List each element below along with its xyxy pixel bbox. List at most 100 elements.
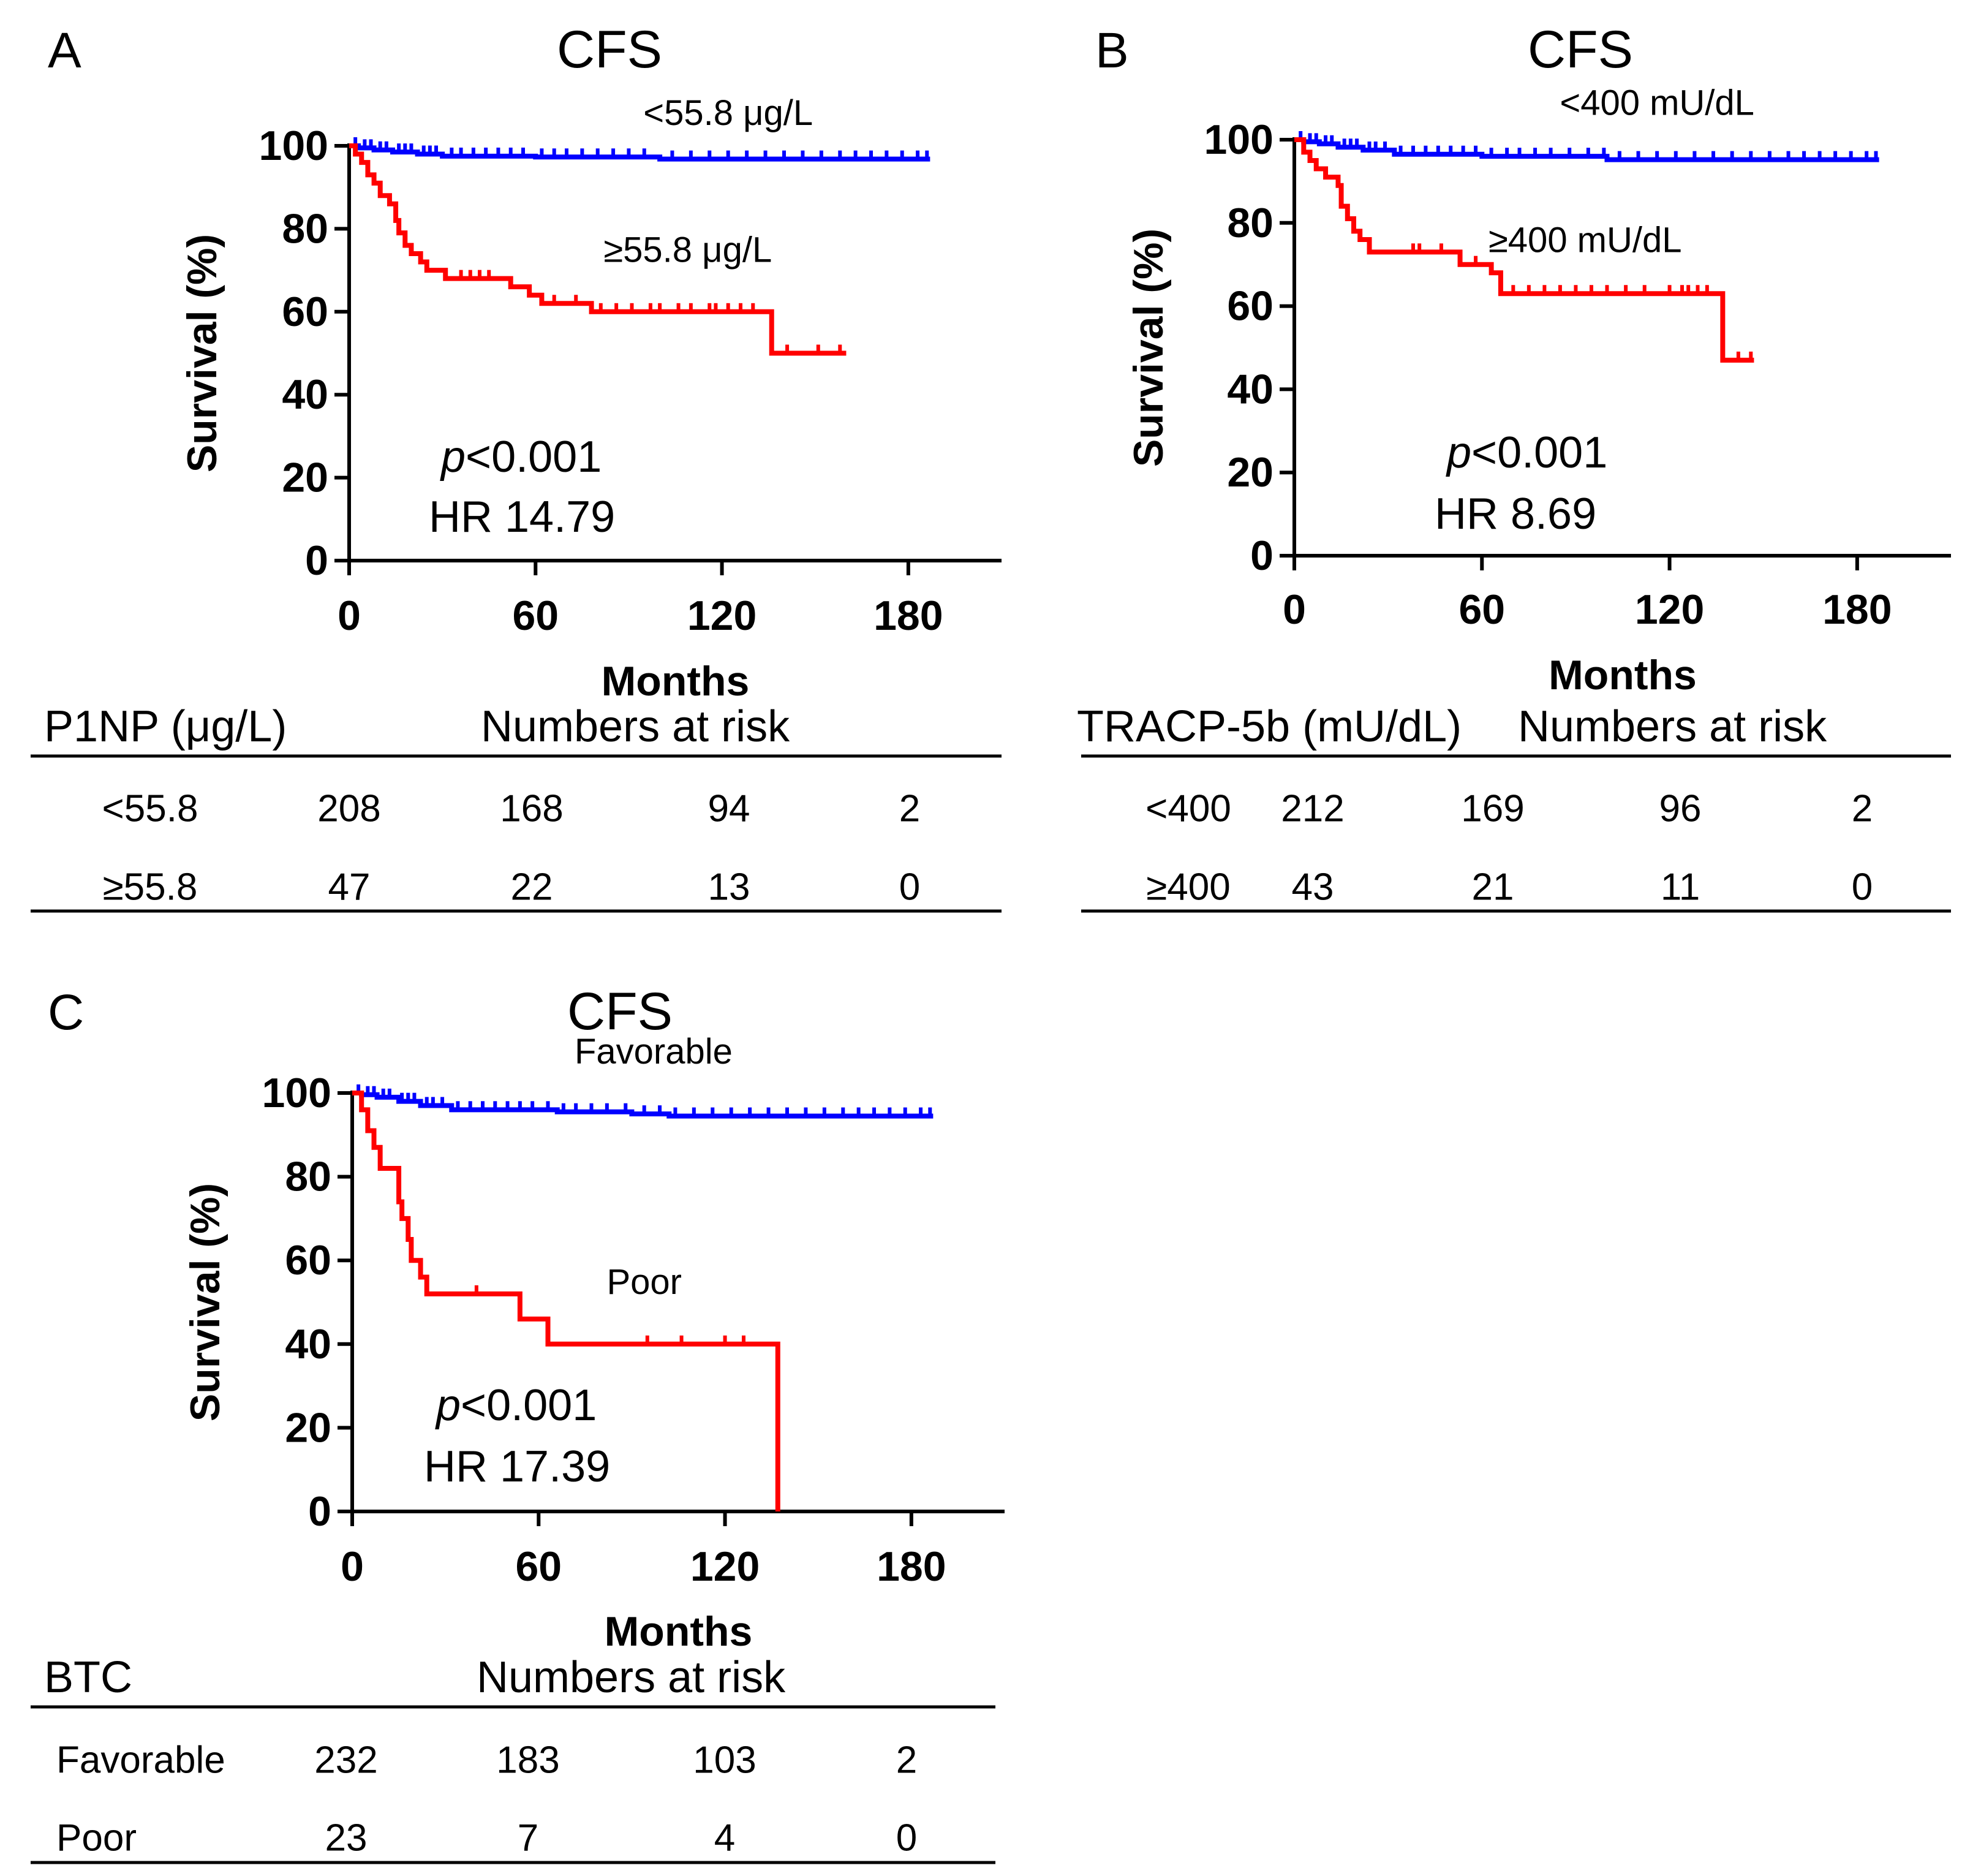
risk-row-label: <400 bbox=[1145, 788, 1231, 830]
x-tick-label: 120 bbox=[687, 592, 757, 639]
x-tick-label: 120 bbox=[690, 1543, 760, 1590]
risk-cell: 0 bbox=[896, 1817, 917, 1859]
risk-cell: 183 bbox=[496, 1739, 559, 1782]
risk-cell: 23 bbox=[325, 1817, 368, 1859]
risk-table-row: Favorable 232 183 103 2 bbox=[56, 1739, 917, 1782]
y-axis-title: Survival (%) bbox=[1125, 229, 1172, 467]
risk-table: P1NP (μg/L) Numbers at risk <55.8 208 168 94 2… bbox=[31, 702, 1002, 913]
risk-table-group-header: BTC bbox=[44, 1653, 132, 1702]
y-tick-label: 40 bbox=[285, 1321, 331, 1367]
risk-table-header: Numbers at risk bbox=[477, 1653, 786, 1702]
x-tick-label: 60 bbox=[1458, 586, 1505, 633]
x-tick-label: 120 bbox=[1635, 586, 1704, 633]
x-tick-label: 60 bbox=[512, 592, 559, 639]
curve-label: <400 mU/dL bbox=[1560, 83, 1754, 123]
risk-row-label: <55.8 bbox=[102, 788, 198, 830]
series-low: <400 mU/dL bbox=[1294, 83, 1879, 162]
survival-curve bbox=[352, 1091, 780, 1511]
p-value-symbol: p bbox=[440, 433, 466, 482]
risk-table-group-header: P1NP (μg/L) bbox=[44, 702, 287, 751]
risk-cell: 212 bbox=[1281, 788, 1344, 830]
y-axis-title: Survival (%) bbox=[182, 1183, 228, 1421]
risk-table-row: Poor 23 7 4 0 bbox=[56, 1817, 917, 1859]
y-tick-label: 60 bbox=[1227, 283, 1274, 330]
x-tick-label: 0 bbox=[338, 592, 361, 639]
risk-table-row: ≥55.8 47 22 13 0 bbox=[103, 866, 921, 909]
curve-label: <55.8 μg/L bbox=[643, 93, 813, 133]
p-value: p<0.001 bbox=[435, 1381, 597, 1430]
risk-table-group-header: TRACP-5b (mU/dL) bbox=[1077, 702, 1462, 751]
y-tick-label: 0 bbox=[308, 1488, 331, 1535]
curve-label: Poor bbox=[606, 1262, 682, 1302]
panel-letter: B bbox=[1095, 23, 1129, 78]
risk-cell: 7 bbox=[518, 1817, 538, 1859]
x-tick-label: 180 bbox=[1822, 586, 1892, 633]
risk-cell: 208 bbox=[317, 788, 380, 830]
p-value-number: <0.001 bbox=[461, 1381, 597, 1430]
x-tick-label: 180 bbox=[877, 1543, 946, 1590]
x-tick-label: 0 bbox=[341, 1543, 364, 1590]
x-axis-title: Months bbox=[605, 1608, 753, 1655]
risk-cell: 169 bbox=[1461, 788, 1524, 830]
survival-curve bbox=[349, 143, 847, 356]
y-tick-label: 100 bbox=[262, 1070, 331, 1116]
x-tick-label: 0 bbox=[1283, 586, 1306, 633]
risk-row-label: Favorable bbox=[56, 1739, 225, 1782]
series-low: <55.8 μg/L bbox=[349, 93, 930, 162]
risk-cell: 43 bbox=[1292, 866, 1334, 909]
y-tick-label: 40 bbox=[1227, 366, 1274, 412]
y-tick-label: 100 bbox=[1204, 116, 1274, 163]
survival-curve bbox=[1294, 137, 1754, 363]
risk-cell: 94 bbox=[708, 788, 750, 830]
p-value-symbol: p bbox=[1446, 428, 1471, 477]
y-tick-label: 0 bbox=[1250, 532, 1274, 579]
p-value: p<0.001 bbox=[1446, 428, 1607, 477]
risk-cell: 11 bbox=[1661, 866, 1700, 909]
curve-label: Favorable bbox=[575, 1032, 733, 1072]
risk-cell: 4 bbox=[714, 1817, 735, 1859]
risk-cell: 47 bbox=[328, 866, 371, 909]
risk-table-header: Numbers at risk bbox=[481, 702, 790, 751]
p-value-number: <0.001 bbox=[466, 433, 602, 482]
x-tick-label: 180 bbox=[874, 592, 943, 639]
risk-table: BTC Numbers at risk Favorable 232 183 103 2 Poo… bbox=[31, 1653, 995, 1864]
risk-table-row: <400 212 169 96 2 bbox=[1145, 788, 1873, 830]
y-tick-label: 60 bbox=[282, 289, 328, 335]
risk-cell: 21 bbox=[1472, 866, 1514, 909]
p-value-number: <0.001 bbox=[1471, 428, 1607, 477]
risk-table: TRACP-5b (mU/dL) Numbers at risk<400 212 16… bbox=[1077, 702, 1951, 913]
y-tick-label: 60 bbox=[285, 1237, 331, 1284]
curve-label: ≥55.8 μg/L bbox=[603, 230, 772, 270]
risk-cell: 168 bbox=[500, 788, 563, 830]
series-low: Favorable bbox=[352, 1032, 934, 1119]
curve-label: ≥400 mU/dL bbox=[1489, 220, 1682, 260]
risk-cell: 13 bbox=[708, 866, 750, 909]
hazard-ratio: HR 17.39 bbox=[424, 1442, 610, 1491]
series-high: Poor bbox=[352, 1091, 780, 1511]
p-value: p<0.001 bbox=[440, 433, 602, 482]
risk-table-header: Numbers at risk bbox=[1518, 702, 1827, 751]
risk-table-row: <55.8 208 168 94 2 bbox=[102, 788, 921, 830]
y-tick-label: 40 bbox=[282, 371, 328, 418]
risk-cell: 2 bbox=[1852, 788, 1873, 830]
panel-letter: A bbox=[48, 23, 81, 78]
risk-cell: 96 bbox=[1659, 788, 1702, 830]
y-tick-label: 80 bbox=[1227, 200, 1274, 246]
x-axis-title: Months bbox=[602, 658, 750, 705]
y-tick-label: 80 bbox=[285, 1154, 331, 1200]
risk-row-label: ≥55.8 bbox=[103, 866, 198, 909]
hazard-ratio: HR 8.69 bbox=[1435, 490, 1596, 539]
risk-cell: 0 bbox=[1852, 866, 1873, 909]
risk-cell: 2 bbox=[896, 1739, 917, 1782]
y-tick-label: 20 bbox=[285, 1404, 331, 1451]
y-tick-label: 0 bbox=[305, 537, 328, 584]
chart-title: CFS bbox=[567, 982, 673, 1041]
risk-row-label: ≥400 bbox=[1146, 866, 1230, 909]
y-axis-title: Survival (%) bbox=[179, 234, 225, 472]
hazard-ratio: HR 14.79 bbox=[429, 493, 615, 542]
p-value-symbol: p bbox=[435, 1381, 461, 1430]
